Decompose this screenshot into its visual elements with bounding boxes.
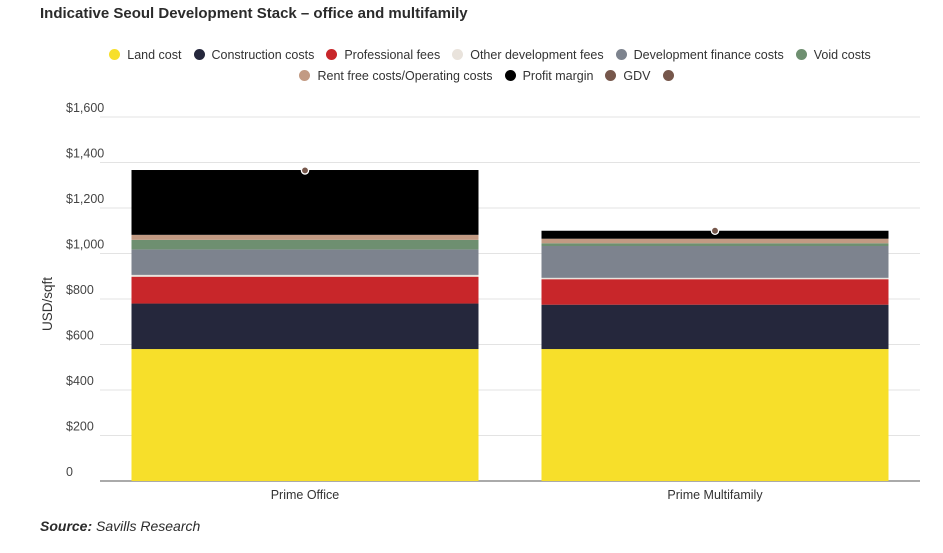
legend-item-void-costs: Void costs: [795, 47, 871, 62]
legend-swatch-rent-free-costs: [299, 70, 311, 81]
source-note: Source: Savills Research: [40, 518, 200, 534]
legend-row-2: Rent free costs/Operating costs Profit m…: [60, 65, 920, 86]
y-tick-label: $800: [66, 283, 94, 297]
legend-label: Void costs: [813, 47, 871, 62]
bar-segment: [131, 234, 479, 240]
y-tick-label: $1,400: [66, 147, 104, 161]
legend-swatch-profit-margin: [504, 70, 516, 81]
y-axis-label: USD/sqft: [40, 277, 55, 331]
legend-label: Construction costs: [211, 47, 315, 62]
legend-swatch-gdv-marker: [662, 70, 674, 81]
y-tick-label: $200: [66, 420, 94, 434]
y-tick-label: $1,000: [66, 238, 104, 252]
bar-segment: [131, 276, 479, 304]
bar-segment: [541, 279, 889, 305]
source-label: Source:: [40, 518, 93, 534]
legend-item-other-development-fees: Other development fees: [452, 47, 604, 62]
legend-item-rent-free-costs: Rent free costs/Operating costs: [299, 68, 493, 83]
legend-swatch-gdv: [605, 70, 617, 81]
legend-label: Professional fees: [344, 47, 441, 62]
legend-item-development-finance-costs: Development finance costs: [615, 47, 784, 62]
bar-segment: [541, 238, 889, 244]
y-tick-label: $1,600: [66, 101, 104, 115]
legend-item-construction-costs: Construction costs: [193, 47, 315, 62]
legend-item-profit-margin: Profit margin: [504, 68, 594, 83]
legend-label: Rent free costs/Operating costs: [317, 68, 493, 83]
legend-label: Land cost: [127, 47, 182, 62]
legend: Land cost Construction costs Professiona…: [60, 44, 920, 86]
gdv-marker: [300, 166, 310, 175]
bar-segment: [131, 274, 479, 277]
bar-segment: [131, 303, 479, 350]
source-text: Savills Research: [96, 518, 201, 534]
legend-swatch-development-finance-costs: [615, 49, 627, 60]
legend-label: Development finance costs: [633, 47, 784, 62]
legend-row-1: Land cost Construction costs Professiona…: [60, 44, 920, 65]
legend-swatch-construction-costs: [193, 49, 205, 60]
legend-item-land-cost: Land cost: [109, 47, 182, 62]
bar-segment: [541, 245, 889, 278]
legend-swatch-void-costs: [795, 49, 807, 60]
y-tick-label: $1,200: [66, 192, 104, 206]
legend-item-professional-fees: Professional fees: [326, 48, 440, 62]
x-tick-label: Prime Multifamily: [667, 488, 763, 502]
legend-label: Other development fees: [470, 47, 604, 62]
legend-item-gdv: GDV: [605, 68, 651, 83]
gdv-marker: [710, 226, 720, 235]
bar-segment: [541, 277, 889, 280]
bar-segment: [541, 304, 889, 350]
bar-segment: [131, 249, 479, 275]
legend-item-gdv-marker: [662, 70, 681, 81]
chart-title: Indicative Seoul Development Stack – off…: [40, 5, 468, 22]
legend-label: Profit margin: [522, 68, 594, 83]
x-tick-label: Prime Office: [271, 488, 340, 502]
bar-segment: [131, 349, 479, 481]
legend-swatch-land-cost: [109, 49, 121, 60]
bar-segment: [131, 239, 479, 250]
legend-swatch-other-development-fees: [452, 49, 464, 60]
bar-segment: [541, 243, 889, 246]
legend-label: GDV: [623, 68, 651, 83]
bar-segment: [541, 349, 889, 481]
y-tick-label: 0: [66, 465, 73, 479]
y-tick-label: $400: [66, 374, 94, 388]
bar-segment: [131, 170, 479, 235]
legend-swatch-professional-fees: [326, 49, 338, 60]
y-tick-label: $600: [66, 329, 94, 343]
